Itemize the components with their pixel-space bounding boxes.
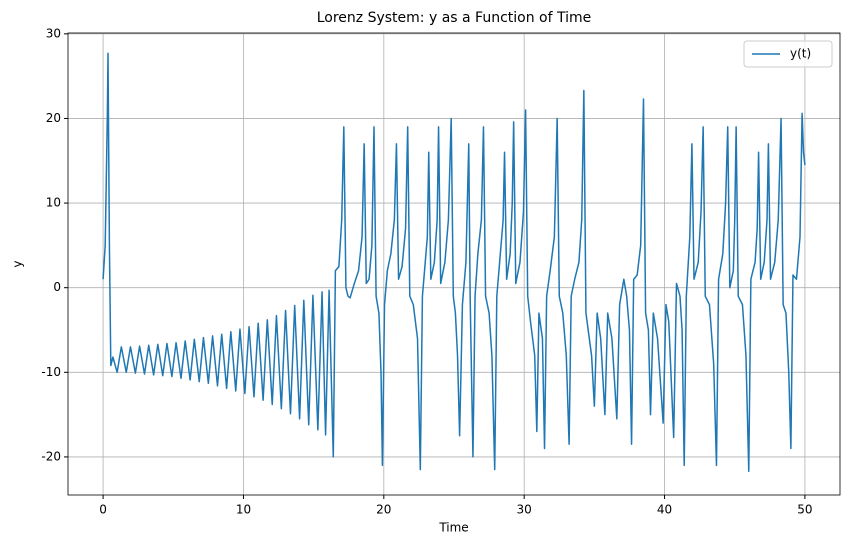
y-tick-label: -10 [41, 365, 61, 379]
x-tick-label: 50 [797, 503, 812, 517]
data-line [102, 52, 806, 473]
x-tick-label: 10 [236, 503, 251, 517]
y-axis-label: y [11, 260, 25, 267]
x-axis-label: Time [438, 521, 468, 535]
x-tick-label: 20 [376, 503, 391, 517]
y-tick-label: 20 [46, 111, 61, 125]
y-tick-label: 0 [53, 280, 61, 294]
y-tick-label: -20 [41, 449, 61, 463]
x-tick-label: 40 [657, 503, 672, 517]
x-tick-label: 0 [99, 503, 107, 517]
legend-box [743, 40, 833, 68]
x-tick-label: 30 [517, 503, 532, 517]
legend-label: y(t) [790, 47, 811, 61]
y-tick-label: 10 [46, 196, 61, 210]
chart-title: Lorenz System: y as a Function of Time [317, 10, 592, 26]
plot-frame [67, 32, 841, 496]
y-tick-label: 30 [46, 26, 61, 40]
